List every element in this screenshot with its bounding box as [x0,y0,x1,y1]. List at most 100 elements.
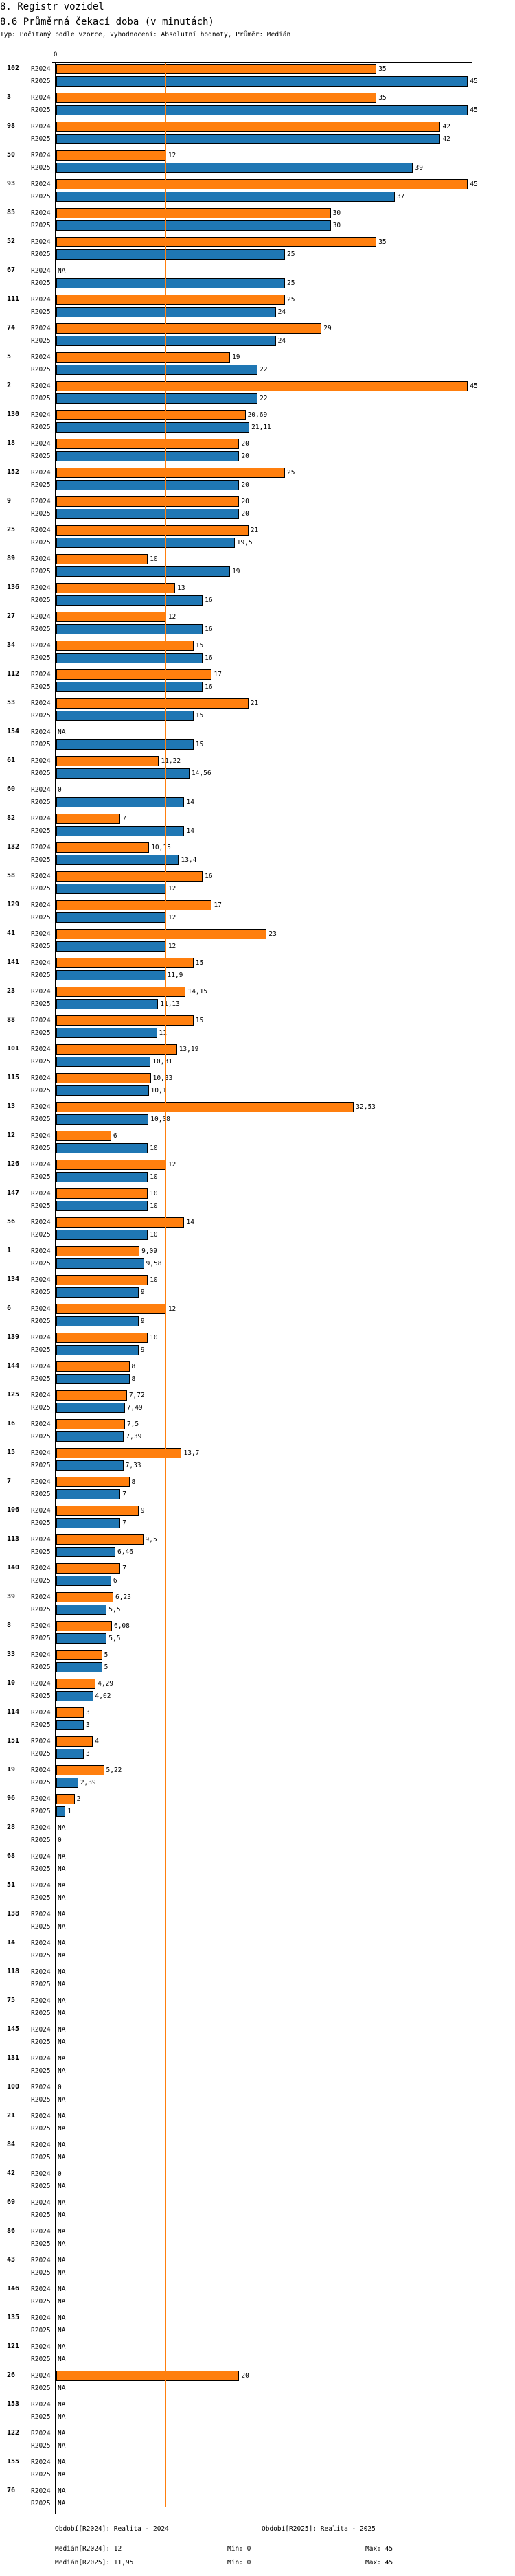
group-label: 33 [7,1651,16,1658]
series-label: R2024 [31,642,51,649]
group-label: 67 [7,266,16,274]
value-label: 20 [241,440,249,448]
value-label: NA [58,1824,66,1832]
bar-r2024 [56,1188,148,1199]
group-label: 53 [7,699,16,706]
value-label: 7,72 [128,1392,145,1399]
bar-r2024 [56,2371,240,2381]
value-label: 25 [287,279,295,287]
value-label: 6 [113,1577,117,1585]
series-label: R2024 [31,786,51,794]
series-label: R2024 [31,2430,51,2437]
bar-r2024 [56,814,121,824]
series-label: R2024 [31,700,51,707]
series-label: R2024 [31,1074,51,1082]
value-label: 24 [277,337,286,345]
value-label: NA [58,2269,66,2277]
value-label: 11,9 [167,971,183,979]
bar-r2024 [56,1073,151,1083]
value-label: 11,13 [160,1000,180,1008]
series-label: R2024 [31,1132,51,1140]
series-label: R2025 [31,1462,51,1469]
series-label: R2025 [31,1692,51,1700]
value-label: 20,69 [247,411,268,419]
group-label: 89 [7,555,16,562]
series-label: R2024 [31,296,51,303]
value-label: 9 [140,1289,145,1296]
group-label: 15 [7,1449,16,1456]
series-label: R2025 [31,712,51,720]
bar-r2025 [56,1431,124,1442]
value-label: NA [58,2010,66,2017]
group-label: 98 [7,122,16,130]
bar-r2025 [56,451,240,461]
series-label: R2025 [31,1202,51,1210]
value-label: 11 [159,1029,167,1037]
series-label: R2024 [31,1651,51,1659]
value-label: 39 [415,164,423,172]
bar-r2024 [56,468,285,478]
series-label: R2025 [31,741,51,748]
value-label: 19 [232,568,240,575]
bar-r2025 [56,1345,139,1355]
series-label: R2025 [31,222,51,229]
series-label: R2024 [31,382,51,390]
value-label: NA [58,1940,66,1947]
group-label: 126 [7,1160,20,1168]
bar-r2025 [56,797,185,807]
value-label: 45 [470,78,478,85]
bar-r2024 [56,237,377,247]
bar-r2025 [56,941,166,952]
bar-r2024 [56,1131,111,1141]
series-label: R2025 [31,971,51,979]
bar-r2025 [56,1691,93,1701]
series-label: R2024 [31,1594,51,1601]
series-label: R2024 [31,527,51,534]
bar-r2025 [56,1518,121,1528]
series-label: R2024 [31,1478,51,1486]
group-label: 41 [7,930,16,937]
value-label: NA [58,2026,66,2034]
bar-r2024 [56,1015,194,1026]
bar-r2024 [56,122,441,132]
value-label: NA [58,2413,66,2421]
value-label: 10,08 [150,1116,170,1123]
value-label: 15 [195,642,204,649]
bar-r2024 [56,1304,166,1314]
series-label: R2024 [31,1103,51,1111]
series-label: R2024 [31,1680,51,1688]
series-label: R2025 [31,2413,51,2421]
value-label: 0 [58,2170,62,2178]
series-label: R2025 [31,2442,51,2450]
value-label: 14,15 [187,988,208,996]
bar-r2025 [56,711,194,721]
series-label: R2025 [31,424,51,431]
series-label: R2024 [31,1911,51,1918]
value-label: 5 [104,1664,108,1671]
value-label: 2 [76,1795,81,1803]
series-label: R2024 [31,2314,51,2322]
series-label: R2025 [31,1116,51,1123]
series-label: R2025 [31,1808,51,1815]
value-label: NA [58,1865,66,1873]
series-label: R2024 [31,2084,51,2091]
value-label: NA [58,1997,66,2005]
series-label: R2025 [31,2327,51,2334]
bar-r2025 [56,653,203,663]
value-label: 42 [442,135,450,143]
value-label: 9,5 [145,1536,157,1543]
series-label: R2024 [31,2459,51,2466]
series-label: R2024 [31,2228,51,2235]
value-label: NA [58,1981,66,1988]
bar-r2025 [56,509,240,519]
series-label: R2024 [31,844,51,851]
series-label: R2024 [31,1738,51,1745]
series-label: R2024 [31,988,51,996]
value-label: 3 [85,1750,90,1758]
value-label: 30 [332,209,341,217]
value-label: 14 [186,1219,194,1226]
bar-r2025 [56,1316,139,1326]
group-label: 113 [7,1535,20,1543]
series-label: R2024 [31,1565,51,1572]
value-label: 17 [214,901,222,909]
